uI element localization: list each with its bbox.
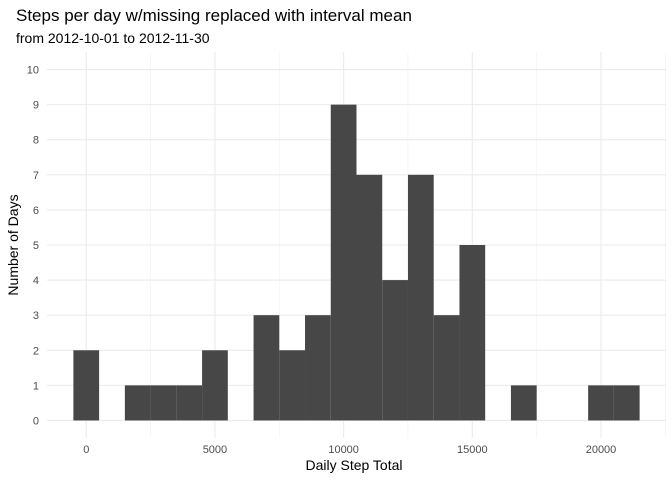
x-tick-label: 0	[83, 444, 89, 456]
y-tick-label: 4	[33, 275, 39, 287]
y-axis-label: Number of Days	[5, 194, 21, 295]
histogram-bar	[433, 315, 460, 421]
histogram-bar	[279, 350, 306, 421]
y-tick-label: 8	[33, 135, 39, 147]
histogram-bar	[613, 385, 640, 421]
histogram-bar	[330, 104, 357, 421]
x-tick-label: 15000	[457, 444, 488, 456]
x-tick-label: 10000	[328, 444, 359, 456]
y-tick-label: 7	[33, 170, 39, 182]
histogram-bar	[407, 174, 434, 421]
bars	[73, 104, 640, 421]
histogram-bar	[510, 385, 537, 421]
x-tick-labels: 0 5000 10000 15000 20000	[83, 444, 616, 456]
histogram-bar	[124, 385, 151, 421]
x-axis-label: Daily Step Total	[305, 457, 402, 473]
x-tick-label: 20000	[586, 444, 617, 456]
histogram-bar	[356, 174, 383, 421]
y-tick-label: 5	[33, 240, 39, 252]
y-tick-label: 1	[33, 380, 39, 392]
histogram-bar	[253, 315, 280, 421]
histogram-bar	[176, 385, 203, 421]
y-tick-label: 10	[27, 65, 39, 77]
y-tick-label: 0	[33, 415, 39, 427]
y-tick-labels: 0 1 2 3 4 5 6 7 8 9 10	[27, 65, 39, 428]
chart-title: Steps per day w/missing replaced with in…	[16, 6, 412, 25]
y-tick-label: 6	[33, 205, 39, 217]
histogram-bar	[459, 245, 486, 421]
histogram-bar	[73, 350, 100, 421]
y-tick-label: 3	[33, 310, 39, 322]
x-tick-label: 5000	[203, 444, 227, 456]
chart-subtitle: from 2012-10-01 to 2012-11-30	[16, 30, 210, 46]
histogram-bar	[305, 315, 331, 421]
histogram-bar	[588, 385, 614, 421]
histogram-bar	[382, 280, 408, 421]
y-tick-label: 9	[33, 100, 39, 112]
histogram-bar	[202, 350, 228, 421]
y-tick-label: 2	[33, 345, 39, 357]
histogram-bar	[150, 385, 177, 421]
